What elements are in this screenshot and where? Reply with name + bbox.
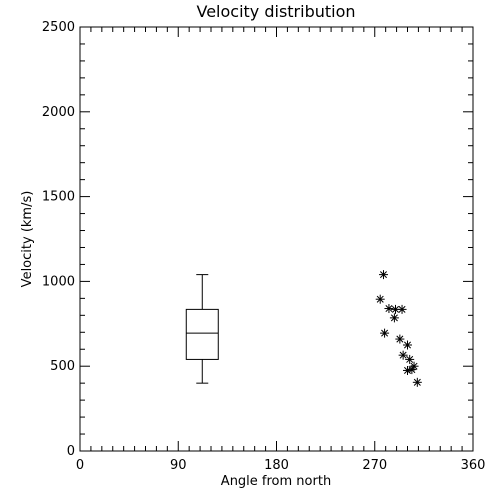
data-point (412, 377, 422, 387)
x-tick-label: 270 (362, 458, 387, 473)
scatter-points (375, 270, 422, 387)
data-point-stroke (381, 329, 389, 337)
axis-ticks (79, 26, 474, 452)
plot-frame (79, 26, 474, 452)
data-point (375, 294, 385, 304)
data-point-stroke (413, 378, 421, 386)
data-point (395, 334, 405, 344)
x-tick-label: 360 (461, 458, 486, 473)
y-tick-label: 2500 (42, 20, 75, 35)
data-point (407, 365, 417, 375)
y-tick-label: 2000 (42, 105, 75, 120)
data-point (380, 328, 390, 338)
data-point-stroke (396, 335, 404, 343)
data-point-stroke (406, 355, 414, 363)
data-point-stroke (408, 366, 416, 374)
x-tick-label: 90 (170, 458, 187, 473)
data-point (389, 313, 399, 323)
data-point (397, 304, 407, 314)
y-tick-label: 0 (67, 444, 75, 459)
y-axis-label: Velocity (km/s) (20, 191, 35, 288)
data-point-stroke (398, 305, 406, 313)
box-iqr (185, 308, 219, 360)
data-point-stroke (391, 305, 399, 313)
chart-title: Velocity distribution (196, 2, 355, 21)
y-tick-label: 1000 (42, 274, 75, 289)
boxplot (185, 274, 219, 384)
data-point (405, 354, 415, 364)
data-point (398, 350, 408, 360)
x-tick-label: 180 (264, 458, 289, 473)
data-point-stroke (403, 341, 412, 349)
data-point-stroke (399, 351, 407, 359)
data-point (384, 304, 394, 314)
x-axis-label: Angle from north (221, 474, 331, 489)
data-point (378, 270, 388, 280)
y-tick-label: 1500 (42, 190, 75, 205)
data-point-stroke (385, 305, 393, 313)
data-point-stroke (403, 366, 412, 374)
tick-labels: 0 90 180 270 360 0 500 1000 1500 2000 2500 (42, 20, 486, 473)
data-point (403, 340, 412, 350)
x-tick-label: 0 (76, 458, 84, 473)
y-tick-label: 500 (50, 359, 75, 374)
data-point-stroke (390, 314, 398, 322)
data-point (403, 365, 412, 375)
data-point-stroke (376, 295, 384, 303)
data-point-stroke (379, 271, 387, 279)
